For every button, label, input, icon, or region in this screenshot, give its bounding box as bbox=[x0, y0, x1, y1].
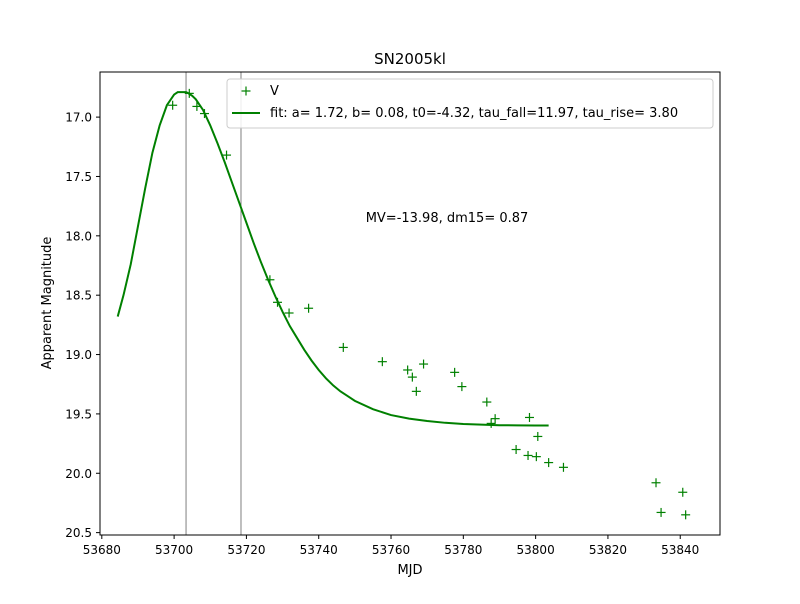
data-point-21 bbox=[523, 450, 533, 460]
data-point-2 bbox=[192, 101, 202, 111]
data-point-17 bbox=[482, 397, 492, 407]
fit-annotation: MV=-13.98, dm15= 0.87 bbox=[366, 211, 529, 226]
data-point-27 bbox=[651, 478, 661, 488]
data-point-5 bbox=[265, 275, 275, 285]
data-point-18 bbox=[486, 418, 496, 428]
y-tick-label-2: 18.0 bbox=[65, 229, 92, 243]
data-point-12 bbox=[407, 372, 417, 382]
data-point-16 bbox=[457, 382, 467, 392]
data-point-19 bbox=[490, 414, 500, 424]
data-point-14 bbox=[419, 359, 429, 369]
y-tick-label-7: 20.5 bbox=[65, 526, 92, 540]
data-point-10 bbox=[377, 357, 387, 367]
y-axis-ticks: 17.0 17.5 18.0 18.5 19.0 19.5 20.0 20.5 bbox=[65, 111, 100, 540]
x-tick-label-1: 53700 bbox=[155, 543, 193, 557]
y-tick-label-6: 20.0 bbox=[65, 467, 92, 481]
data-point-15 bbox=[450, 367, 460, 377]
data-point-4 bbox=[222, 150, 232, 160]
x-axis-label: MJD bbox=[397, 563, 422, 578]
data-point-9 bbox=[338, 342, 348, 352]
x-tick-label-5: 53780 bbox=[444, 543, 482, 557]
legend-label-fit: fit: a= 1.72, b= 0.08, t0=-4.32, tau_fal… bbox=[270, 106, 678, 121]
data-point-8 bbox=[304, 303, 314, 313]
data-point-7 bbox=[284, 308, 294, 318]
data-point-22 bbox=[524, 412, 534, 422]
fit-curve-layer bbox=[116, 91, 549, 427]
data-point-20 bbox=[511, 445, 521, 455]
y-tick-label-5: 19.5 bbox=[65, 407, 92, 421]
data-point-29 bbox=[678, 487, 688, 497]
data-point-28 bbox=[656, 507, 666, 517]
reference-lines bbox=[185, 72, 242, 535]
legend: V fit: a= 1.72, b= 0.08, t0=-4.32, tau_f… bbox=[226, 78, 714, 129]
x-tick-label-7: 53820 bbox=[589, 543, 627, 557]
data-point-24 bbox=[533, 431, 543, 441]
x-axis-ticks: 53680 53700 53720 53740 53760 53780 53800 53820… bbox=[83, 535, 699, 557]
x-tick-label-3: 53740 bbox=[300, 543, 338, 557]
data-point-25 bbox=[544, 458, 554, 468]
x-tick-label-0: 53680 bbox=[83, 543, 121, 557]
x-tick-label-4: 53760 bbox=[372, 543, 410, 557]
legend-plus-marker bbox=[241, 86, 251, 96]
data-point-1 bbox=[184, 88, 194, 98]
data-point-26 bbox=[558, 462, 568, 472]
data-point-23 bbox=[531, 452, 541, 462]
x-tick-label-8: 53840 bbox=[661, 543, 699, 557]
data-point-13 bbox=[411, 386, 421, 396]
axes-frame bbox=[99, 71, 721, 536]
fit-curve bbox=[116, 91, 549, 427]
data-points bbox=[168, 88, 691, 520]
y-tick-label-3: 18.5 bbox=[65, 289, 92, 303]
chart-title: SN2005kl bbox=[374, 50, 446, 68]
data-point-0 bbox=[168, 100, 178, 110]
data-point-30 bbox=[681, 510, 691, 520]
data-point-3 bbox=[199, 109, 209, 119]
legend-marker-v bbox=[241, 86, 251, 96]
y-tick-label-1: 17.5 bbox=[65, 170, 92, 184]
x-tick-label-6: 53800 bbox=[517, 543, 555, 557]
data-point-6 bbox=[273, 297, 283, 307]
x-tick-label-2: 53720 bbox=[227, 543, 265, 557]
y-axis-label: Apparent Magnitude bbox=[40, 237, 55, 370]
y-tick-label-4: 19.0 bbox=[65, 348, 92, 362]
data-point-11 bbox=[403, 365, 413, 375]
legend-label-v: V bbox=[270, 84, 279, 99]
y-tick-label-0: 17.0 bbox=[65, 111, 92, 125]
legend-box bbox=[226, 78, 714, 129]
